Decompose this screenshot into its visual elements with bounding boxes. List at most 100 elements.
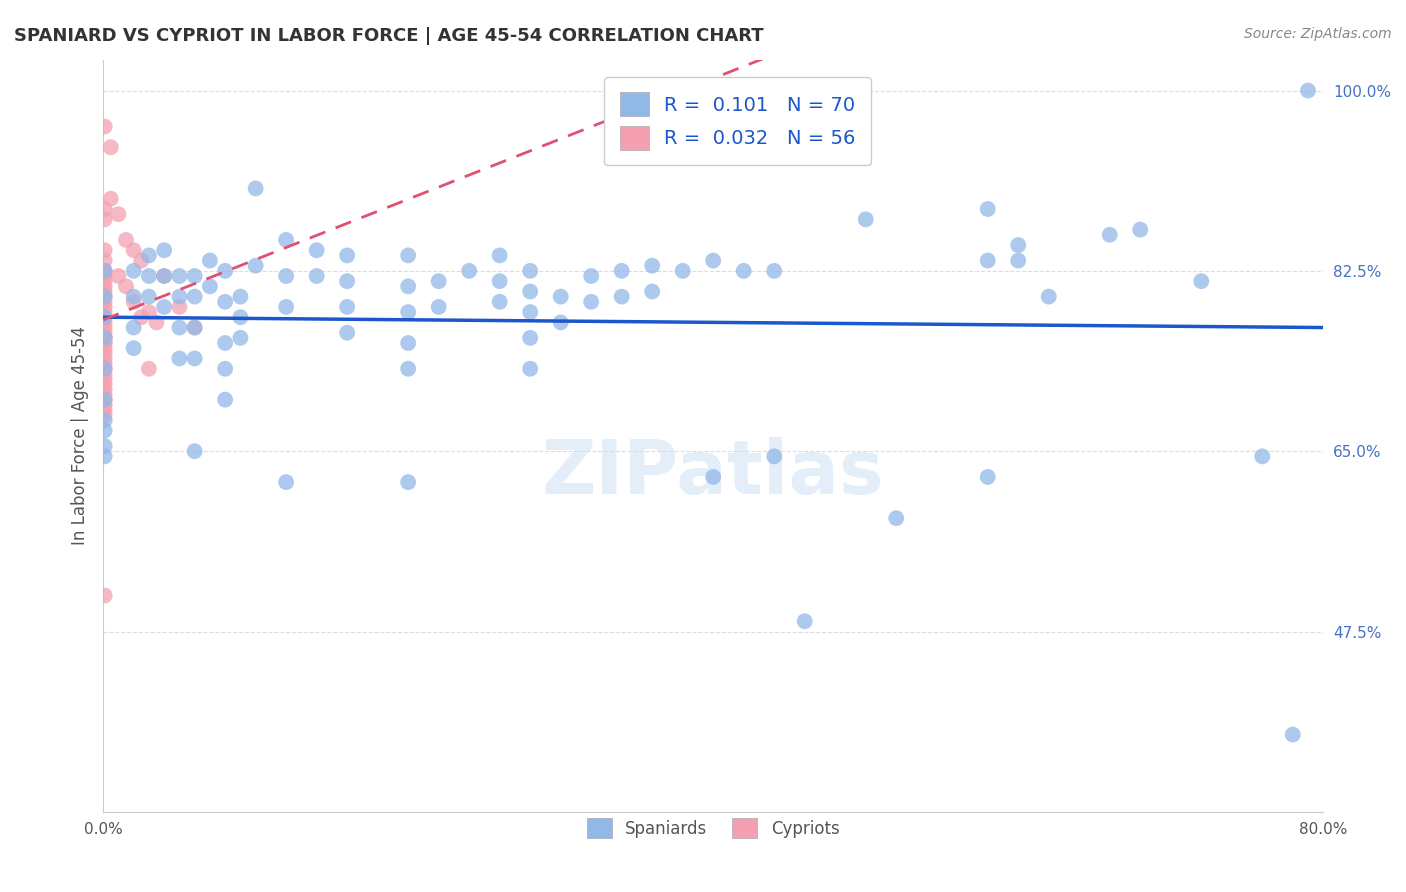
Point: [93, 326, 115, 340]
Point: [396, 475, 419, 489]
Point: [519, 331, 541, 345]
Point: [229, 290, 252, 304]
Point: [855, 212, 877, 227]
Text: ZIPatlas: ZIPatlas: [541, 437, 884, 510]
Point: [763, 264, 786, 278]
Point: [336, 300, 359, 314]
Point: [93, 424, 115, 438]
Point: [122, 341, 145, 355]
Point: [1281, 728, 1303, 742]
Point: [610, 264, 633, 278]
Point: [763, 450, 786, 464]
Point: [1098, 227, 1121, 242]
Point: [93, 290, 115, 304]
Point: [93, 264, 115, 278]
Text: SPANIARD VS CYPRIOT IN LABOR FORCE | AGE 45-54 CORRELATION CHART: SPANIARD VS CYPRIOT IN LABOR FORCE | AGE…: [14, 27, 763, 45]
Point: [214, 264, 236, 278]
Point: [93, 413, 115, 427]
Point: [276, 233, 298, 247]
Point: [977, 470, 1000, 484]
Point: [93, 351, 115, 366]
Point: [93, 361, 115, 376]
Point: [427, 300, 450, 314]
Point: [93, 264, 115, 278]
Point: [488, 274, 510, 288]
Point: [793, 614, 815, 628]
Point: [214, 336, 236, 351]
Point: [336, 274, 359, 288]
Point: [1129, 222, 1152, 236]
Point: [1189, 274, 1212, 288]
Point: [93, 398, 115, 412]
Point: [1296, 83, 1319, 97]
Point: [672, 264, 695, 278]
Point: [93, 290, 115, 304]
Point: [115, 279, 138, 293]
Point: [427, 274, 450, 288]
Point: [245, 259, 267, 273]
Point: [276, 268, 298, 283]
Point: [153, 244, 176, 258]
Point: [169, 351, 191, 366]
Point: [93, 300, 115, 314]
Point: [169, 290, 191, 304]
Point: [169, 268, 191, 283]
Point: [93, 268, 115, 283]
Point: [93, 589, 115, 603]
Point: [214, 361, 236, 376]
Point: [702, 253, 724, 268]
Point: [93, 279, 115, 293]
Point: [93, 392, 115, 407]
Point: [488, 248, 510, 262]
Point: [93, 331, 115, 345]
Point: [138, 268, 160, 283]
Point: [977, 253, 1000, 268]
Point: [93, 253, 115, 268]
Point: [519, 264, 541, 278]
Point: [396, 336, 419, 351]
Point: [550, 315, 572, 329]
Point: [93, 336, 115, 351]
Point: [93, 310, 115, 325]
Point: [519, 305, 541, 319]
Point: [138, 248, 160, 262]
Point: [276, 475, 298, 489]
Point: [93, 120, 115, 134]
Point: [93, 285, 115, 299]
Point: [153, 268, 176, 283]
Point: [519, 361, 541, 376]
Point: [93, 392, 115, 407]
Point: [93, 439, 115, 453]
Point: [519, 285, 541, 299]
Point: [183, 320, 205, 334]
Point: [93, 408, 115, 422]
Point: [93, 361, 115, 376]
Point: [169, 300, 191, 314]
Point: [107, 268, 129, 283]
Point: [122, 244, 145, 258]
Point: [93, 310, 115, 325]
Point: [122, 294, 145, 309]
Point: [93, 315, 115, 329]
Point: [702, 470, 724, 484]
Text: Source: ZipAtlas.com: Source: ZipAtlas.com: [1244, 27, 1392, 41]
Y-axis label: In Labor Force | Age 45-54: In Labor Force | Age 45-54: [72, 326, 89, 545]
Point: [115, 233, 138, 247]
Point: [396, 279, 419, 293]
Point: [100, 140, 122, 154]
Point: [245, 181, 267, 195]
Point: [93, 274, 115, 288]
Point: [550, 290, 572, 304]
Point: [305, 244, 328, 258]
Point: [145, 315, 167, 329]
Point: [198, 279, 221, 293]
Point: [183, 320, 205, 334]
Point: [93, 387, 115, 401]
Point: [396, 248, 419, 262]
Point: [138, 290, 160, 304]
Point: [488, 294, 510, 309]
Point: [122, 320, 145, 334]
Point: [93, 336, 115, 351]
Point: [183, 444, 205, 458]
Point: [93, 367, 115, 381]
